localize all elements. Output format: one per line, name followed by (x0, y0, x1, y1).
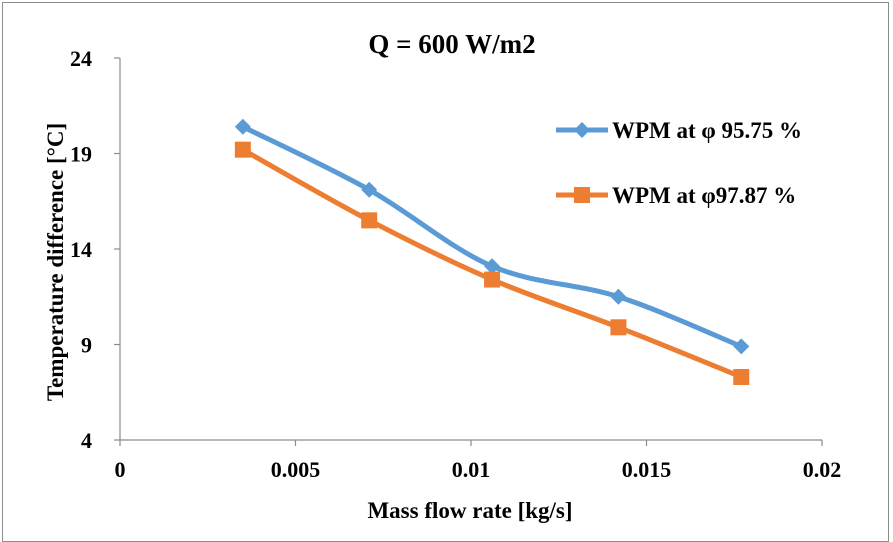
y-tick-label: 19 (70, 142, 92, 167)
legend: WPM at φ 95.75 % WPM at φ97.87 % (556, 118, 802, 208)
chart-title: Q = 600 W/m2 (368, 29, 535, 59)
x-tick-label: 0 (115, 457, 126, 482)
data-point (484, 258, 501, 275)
data-point (234, 118, 251, 135)
legend-entry: WPM at φ97.87 % (612, 183, 796, 208)
legend-marker (574, 187, 590, 203)
series-1 (234, 118, 750, 355)
data-point (234, 141, 251, 158)
data-point (361, 181, 378, 198)
series-layer (234, 118, 750, 385)
x-axis-title: Mass flow rate [kg/s] (367, 498, 572, 523)
x-tick-label: 0.015 (622, 457, 672, 482)
legend-marker (574, 122, 590, 138)
data-point (733, 368, 750, 385)
y-tick-label: 24 (70, 46, 92, 71)
y-tick-label: 9 (81, 333, 92, 358)
y-tick-label: 4 (81, 428, 92, 453)
axes: 4 9 14 19 24 0 0.005 0.01 0.015 0.02 (70, 46, 841, 482)
series-2 (234, 141, 750, 385)
x-tick-label: 0.02 (803, 457, 842, 482)
line-chart: Q = 600 W/m2 4 9 14 19 24 0 0.005 0.01 0.015 0.02… (43, 29, 841, 523)
data-point (733, 338, 750, 355)
series-line (241, 124, 743, 349)
x-tick-label: 0.01 (452, 457, 491, 482)
legend-entry: WPM at φ 95.75 % (612, 118, 802, 143)
x-tick-label: 0.005 (271, 457, 321, 482)
y-axis-title: Temperature difference [°C] (43, 123, 68, 401)
data-point (361, 212, 378, 229)
data-point (610, 288, 627, 305)
y-tick-label: 14 (70, 237, 92, 262)
data-point (484, 271, 501, 288)
data-point (610, 319, 627, 336)
